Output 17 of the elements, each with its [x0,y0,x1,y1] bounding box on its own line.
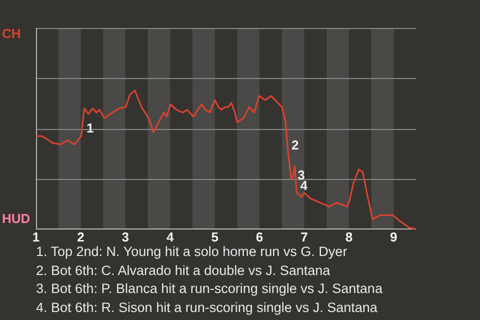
annotation: 1 [86,120,94,136]
text: 2. Bot 6th: C. Alvarado hit a double vs J. Santana [36,262,332,280]
x-tick-label: 4 [166,229,174,244]
x-tick-label: 6 [256,229,264,244]
text: 3. Bot 6th: P. Blanca hit a run-scoring single vs J. Santana [36,280,382,298]
x-tick-label: 9 [390,229,398,244]
text: HUD [2,211,30,226]
text: 4. Bot 6th: R. Sison hit a run-scoring single vs J. Santana [36,298,378,317]
x-tick-label: 3 [122,229,130,244]
x-tick-label: 5 [211,229,218,244]
x-tick-label: 7 [300,229,308,244]
text: 1. Top 2nd: N. Young hit a solo home run vs G. Dyer [36,243,348,261]
x-tick-label: 8 [345,229,353,244]
annotation: 2 [292,137,299,152]
x-tick-label: 1 [32,229,40,244]
x-tick-label: 2 [77,229,84,244]
text: CH [2,26,21,41]
